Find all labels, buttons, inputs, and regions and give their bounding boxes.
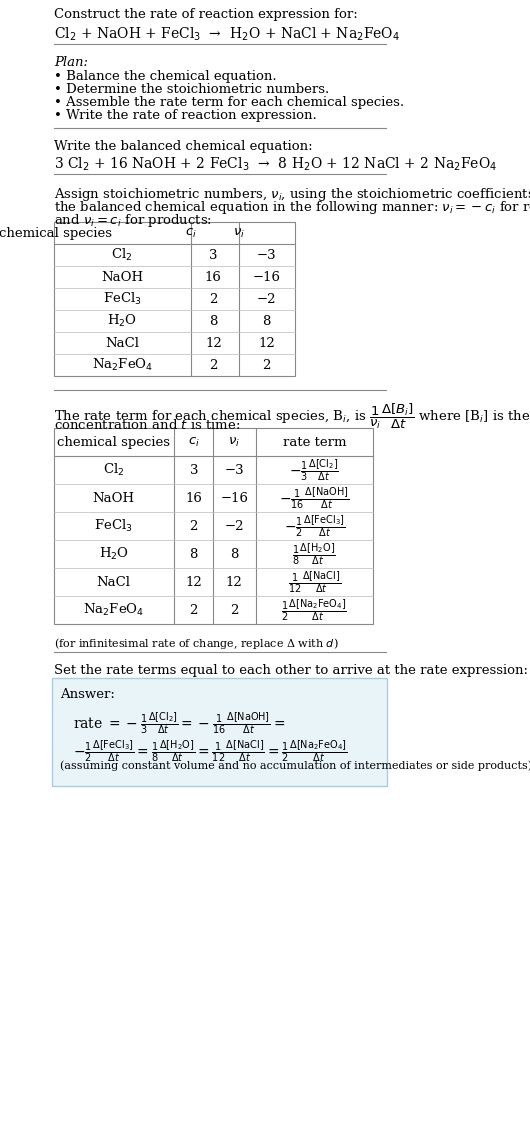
Text: $\frac{1}{8}\frac{\Delta[\mathrm{H_2O}]}{\Delta t}$: $\frac{1}{8}\frac{\Delta[\mathrm{H_2O}]}… [293,541,336,567]
Text: −2: −2 [257,292,277,306]
Text: 12: 12 [205,336,222,350]
Text: Answer:: Answer: [60,688,115,701]
Text: 12: 12 [226,576,243,588]
Text: Assign stoichiometric numbers, $\nu_i$, using the stoichiometric coefficients, $: Assign stoichiometric numbers, $\nu_i$, … [54,186,530,203]
Text: Plan:: Plan: [54,56,88,69]
Text: Write the balanced chemical equation:: Write the balanced chemical equation: [54,140,312,153]
Text: NaOH: NaOH [101,270,143,284]
Text: 12: 12 [259,336,275,350]
Text: −16: −16 [253,270,281,284]
Text: (for infinitesimal rate of change, replace Δ with $d$): (for infinitesimal rate of change, repla… [54,636,338,651]
Text: rate $= -\frac{1}{3}\frac{\Delta[\mathrm{Cl_2}]}{\Delta t} = -\frac{1}{16}\frac{: rate $= -\frac{1}{3}\frac{\Delta[\mathrm… [73,710,286,736]
Text: $-\frac{1}{3}\frac{\Delta[\mathrm{Cl_2}]}{\Delta t}$: $-\frac{1}{3}\frac{\Delta[\mathrm{Cl_2}]… [289,457,339,483]
Text: NaCl: NaCl [105,336,139,350]
Text: 16: 16 [186,492,202,504]
Text: H$_2$O: H$_2$O [99,546,129,562]
Text: −16: −16 [220,492,248,504]
Text: 2: 2 [230,603,239,617]
Text: 2: 2 [209,292,217,306]
Text: the balanced chemical equation in the following manner: $\nu_i = -c_i$ for react: the balanced chemical equation in the fo… [54,199,530,216]
Text: Na$_2$FeO$_4$: Na$_2$FeO$_4$ [83,602,144,618]
Text: Cl$_2$ + NaOH + FeCl$_3$  →  H$_2$O + NaCl + Na$_2$FeO$_4$: Cl$_2$ + NaOH + FeCl$_3$ → H$_2$O + NaCl… [54,26,400,43]
Text: 16: 16 [205,270,222,284]
Text: (assuming constant volume and no accumulation of intermediates or side products): (assuming constant volume and no accumul… [60,760,530,770]
Text: 3: 3 [209,249,218,261]
Text: FeCl$_3$: FeCl$_3$ [103,291,142,307]
Text: 8: 8 [262,315,271,327]
Text: chemical species: chemical species [57,435,170,449]
Text: • Determine the stoichiometric numbers.: • Determine the stoichiometric numbers. [54,83,329,97]
Text: chemical species: chemical species [0,226,111,240]
Text: $c_i$: $c_i$ [188,435,200,449]
Text: $c_i$: $c_i$ [184,226,197,240]
Text: The rate term for each chemical species, B$_i$, is $\dfrac{1}{\nu_i}\dfrac{\Delt: The rate term for each chemical species,… [54,402,530,432]
Text: 2: 2 [209,359,217,371]
Text: $\frac{1}{2}\frac{\Delta[\mathrm{Na_2FeO_4}]}{\Delta t}$: $\frac{1}{2}\frac{\Delta[\mathrm{Na_2FeO… [281,598,347,623]
FancyBboxPatch shape [54,428,373,624]
Text: −2: −2 [224,519,244,533]
Text: 8: 8 [230,548,239,560]
Text: concentration and $t$ is time:: concentration and $t$ is time: [54,418,240,432]
Text: 2: 2 [190,603,198,617]
Text: Set the rate terms equal to each other to arrive at the rate expression:: Set the rate terms equal to each other t… [54,665,528,677]
Text: Cl$_2$: Cl$_2$ [111,247,133,264]
Text: $-\frac{1}{2}\frac{\Delta[\mathrm{FeCl_3}]}{\Delta t}$: $-\frac{1}{2}\frac{\Delta[\mathrm{FeCl_3… [284,513,345,538]
Text: and $\nu_i = c_i$ for products:: and $\nu_i = c_i$ for products: [54,212,212,229]
Text: NaCl: NaCl [96,576,131,588]
Text: −3: −3 [257,249,277,261]
Text: 3: 3 [190,463,198,476]
Text: Construct the rate of reaction expression for:: Construct the rate of reaction expressio… [54,8,357,20]
Text: H$_2$O: H$_2$O [107,312,137,329]
Text: $\nu_i$: $\nu_i$ [228,435,240,449]
Text: 2: 2 [190,519,198,533]
Text: • Balance the chemical equation.: • Balance the chemical equation. [54,70,276,83]
Text: $-\frac{1}{16}\frac{\Delta[\mathrm{NaOH}]}{\Delta t}$: $-\frac{1}{16}\frac{\Delta[\mathrm{NaOH}… [279,485,349,511]
Text: Cl$_2$: Cl$_2$ [103,462,125,478]
Text: $-\frac{1}{2}\frac{\Delta[\mathrm{FeCl_3}]}{\Delta t} = \frac{1}{8}\frac{\Delta[: $-\frac{1}{2}\frac{\Delta[\mathrm{FeCl_3… [73,738,348,763]
Text: $\frac{1}{12}\frac{\Delta[\mathrm{NaCl}]}{\Delta t}$: $\frac{1}{12}\frac{\Delta[\mathrm{NaCl}]… [288,569,341,595]
Text: Na$_2$FeO$_4$: Na$_2$FeO$_4$ [92,357,153,373]
Text: 8: 8 [209,315,217,327]
Text: • Assemble the rate term for each chemical species.: • Assemble the rate term for each chemic… [54,97,404,109]
Text: 3 Cl$_2$ + 16 NaOH + 2 FeCl$_3$  →  8 H$_2$O + 12 NaCl + 2 Na$_2$FeO$_4$: 3 Cl$_2$ + 16 NaOH + 2 FeCl$_3$ → 8 H$_2… [54,156,497,174]
Text: NaOH: NaOH [93,492,135,504]
Text: 12: 12 [186,576,202,588]
Text: 2: 2 [262,359,271,371]
FancyBboxPatch shape [52,678,387,786]
Text: FeCl$_3$: FeCl$_3$ [94,518,133,534]
Text: 8: 8 [190,548,198,560]
FancyBboxPatch shape [54,222,295,376]
Text: −3: −3 [224,463,244,476]
Text: $\nu_i$: $\nu_i$ [233,226,245,240]
Text: • Write the rate of reaction expression.: • Write the rate of reaction expression. [54,109,316,122]
Text: rate term: rate term [282,435,346,449]
